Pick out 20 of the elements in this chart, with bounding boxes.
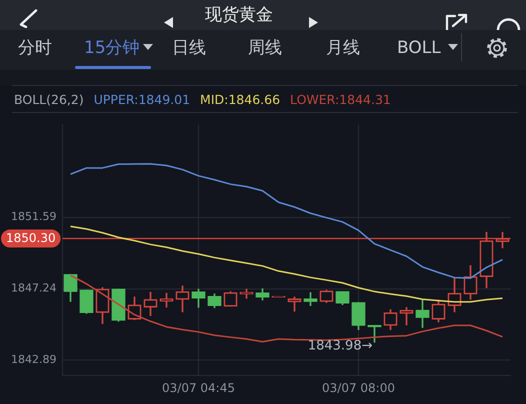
- text: 分时: [18, 37, 52, 59]
- x-tick-label: 03/07 04:45: [162, 380, 235, 395]
- candlestick: [160, 292, 174, 308]
- text: MID:1846.66: [199, 92, 280, 106]
- y-tick-label: 1847.24: [11, 282, 56, 295]
- x-tick-label: 03/07 08:00: [322, 380, 395, 395]
- y-tick-label: 1842.89: [11, 353, 56, 366]
- text: 15分钟: [84, 37, 140, 59]
- chart-title: 现货黄金: [204, 4, 274, 26]
- text: UPPER:1849.01: [92, 92, 190, 106]
- text: LOWER:1844.31: [289, 92, 391, 106]
- y-tick-label: 1851.59: [11, 210, 56, 224]
- text: 日线: [172, 37, 206, 59]
- candlestick: [304, 292, 318, 306]
- annotation: 1843.98→: [308, 338, 373, 354]
- text: 月线: [326, 37, 360, 59]
- text: 周线: [248, 37, 282, 59]
- text: BOLL: [397, 37, 441, 59]
- legend-title: BOLL(26,2): [13, 92, 84, 106]
- ref-line-label: 1850.30: [6, 231, 56, 246]
